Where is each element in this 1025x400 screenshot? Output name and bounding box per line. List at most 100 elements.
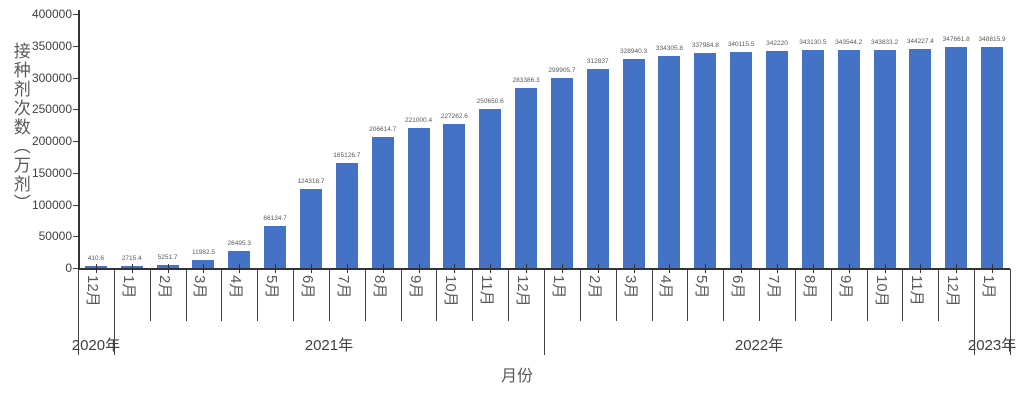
month-separator-line <box>615 269 617 321</box>
x-axis-month-label: 3月 <box>621 275 639 299</box>
bar-value-label: 344227.4 <box>906 38 934 46</box>
bar-24 <box>909 49 932 268</box>
y-axis-tick <box>73 236 78 238</box>
bar-22 <box>837 49 860 268</box>
x-axis-month-label: 3月 <box>191 275 209 299</box>
y-axis-tick-label: 150000 <box>31 165 72 180</box>
month-separator-line <box>651 269 653 321</box>
category-center-tick <box>311 264 312 273</box>
x-axis-month-label: 10月 <box>442 275 460 307</box>
y-axis-line <box>78 10 80 268</box>
bar-value-label: 5251.7 <box>157 253 178 261</box>
bar-value-label: 299905.7 <box>548 66 576 74</box>
bar-value-label: 340115.5 <box>727 41 755 49</box>
x-axis-year-label: 2023年 <box>967 337 1017 354</box>
category-center-tick <box>203 264 205 273</box>
month-separator-line <box>364 269 366 321</box>
month-separator-line <box>938 269 940 321</box>
bar-value-label: 206614.7 <box>369 125 397 133</box>
month-separator-line <box>221 269 223 321</box>
y-axis-tick <box>73 14 78 15</box>
category-center-tick <box>848 264 850 273</box>
bar-25 <box>945 47 968 268</box>
bar-value-label: 342220 <box>766 39 788 47</box>
x-axis-year-label: 2021年 <box>304 337 354 354</box>
month-separator-line <box>687 269 689 321</box>
bar-value-label: 283386.3 <box>512 77 540 85</box>
x-axis-month-label: 12月 <box>514 275 532 307</box>
month-separator-line <box>472 269 474 321</box>
category-center-tick <box>239 264 241 273</box>
bar-18 <box>694 53 717 268</box>
y-axis-tick-label: 250000 <box>31 102 72 117</box>
category-center-tick <box>490 264 492 273</box>
month-separator-line <box>579 269 581 321</box>
bar-14 <box>550 77 573 268</box>
x-axis-month-label: 9月 <box>836 275 854 299</box>
x-axis-month-label: 1月 <box>119 275 137 299</box>
month-separator-line <box>759 269 761 321</box>
bar-13 <box>515 88 538 268</box>
bar-20 <box>766 50 788 268</box>
y-axis-tick-label: 200000 <box>31 134 72 148</box>
x-axis-month-label: 10月 <box>872 275 890 307</box>
category-center-tick <box>741 264 743 273</box>
category-center-tick <box>95 264 97 273</box>
x-axis-month-label: 4月 <box>657 275 675 299</box>
bar-value-label: 343130.5 <box>799 39 827 47</box>
x-axis-month-label: 11月 <box>478 275 496 306</box>
bar-17 <box>658 55 681 268</box>
y-axis-tick <box>73 172 78 174</box>
bar-10 <box>407 127 430 268</box>
x-axis-month-label: 2月 <box>585 275 603 299</box>
bar-value-label: 165126.7 <box>333 152 361 160</box>
y-axis-tick <box>73 77 78 79</box>
month-separator-line <box>328 269 330 321</box>
bar-value-label: 348815.9 <box>978 35 1006 43</box>
bar-6 <box>264 226 287 268</box>
category-center-tick <box>561 264 563 273</box>
category-center-tick <box>382 264 384 273</box>
y-axis-tick-label: 50000 <box>38 229 72 244</box>
category-center-tick <box>597 264 599 273</box>
bar-value-label: 347661.8 <box>942 36 970 44</box>
x-axis-month-label: 8月 <box>370 275 388 299</box>
category-center-tick <box>526 264 528 273</box>
month-separator-line <box>257 269 259 321</box>
y-axis-title: 接种剂次数（万剂） <box>10 42 30 213</box>
category-center-tick <box>633 264 635 273</box>
bar-value-label: 66134.7 <box>263 215 287 222</box>
bar-21 <box>801 50 824 268</box>
bar-19 <box>730 52 753 268</box>
bar-value-label: 227262.6 <box>440 112 468 120</box>
bar-15 <box>586 69 609 268</box>
month-separator-line <box>436 269 438 321</box>
category-center-tick <box>418 264 420 273</box>
month-separator-line <box>902 269 904 321</box>
bar-7 <box>300 189 322 268</box>
bar-value-label: 343544.2 <box>835 38 863 46</box>
year-separator-line <box>544 269 545 355</box>
x-axis-month-label: 1月 <box>549 275 567 299</box>
x-axis-year-label: 2022年 <box>734 337 784 354</box>
x-axis-month-label: 7月 <box>334 275 352 299</box>
x-axis-month-label: 7月 <box>765 275 782 299</box>
x-axis-year-label: 2020年 <box>71 337 121 354</box>
bar-16 <box>622 59 645 268</box>
bar-value-label: 337984.8 <box>691 42 719 50</box>
category-center-tick <box>920 264 922 273</box>
category-center-tick <box>705 264 707 273</box>
bar-value-label: 334305.8 <box>655 44 684 52</box>
x-axis-month-label: 12月 <box>944 275 962 307</box>
category-center-tick <box>812 264 814 273</box>
y-axis-tick <box>73 268 78 269</box>
y-axis-tick-label: 400000 <box>31 7 72 21</box>
x-axis-month-label: 6月 <box>299 275 316 299</box>
category-center-tick <box>167 264 169 273</box>
x-axis-title: 月份 <box>500 368 533 385</box>
bar-value-label: 11982.5 <box>191 249 215 257</box>
bar-value-label: 312837 <box>586 58 609 66</box>
bar-12 <box>479 108 502 268</box>
year-separator-line <box>1010 269 1011 355</box>
month-separator-line <box>185 269 187 321</box>
